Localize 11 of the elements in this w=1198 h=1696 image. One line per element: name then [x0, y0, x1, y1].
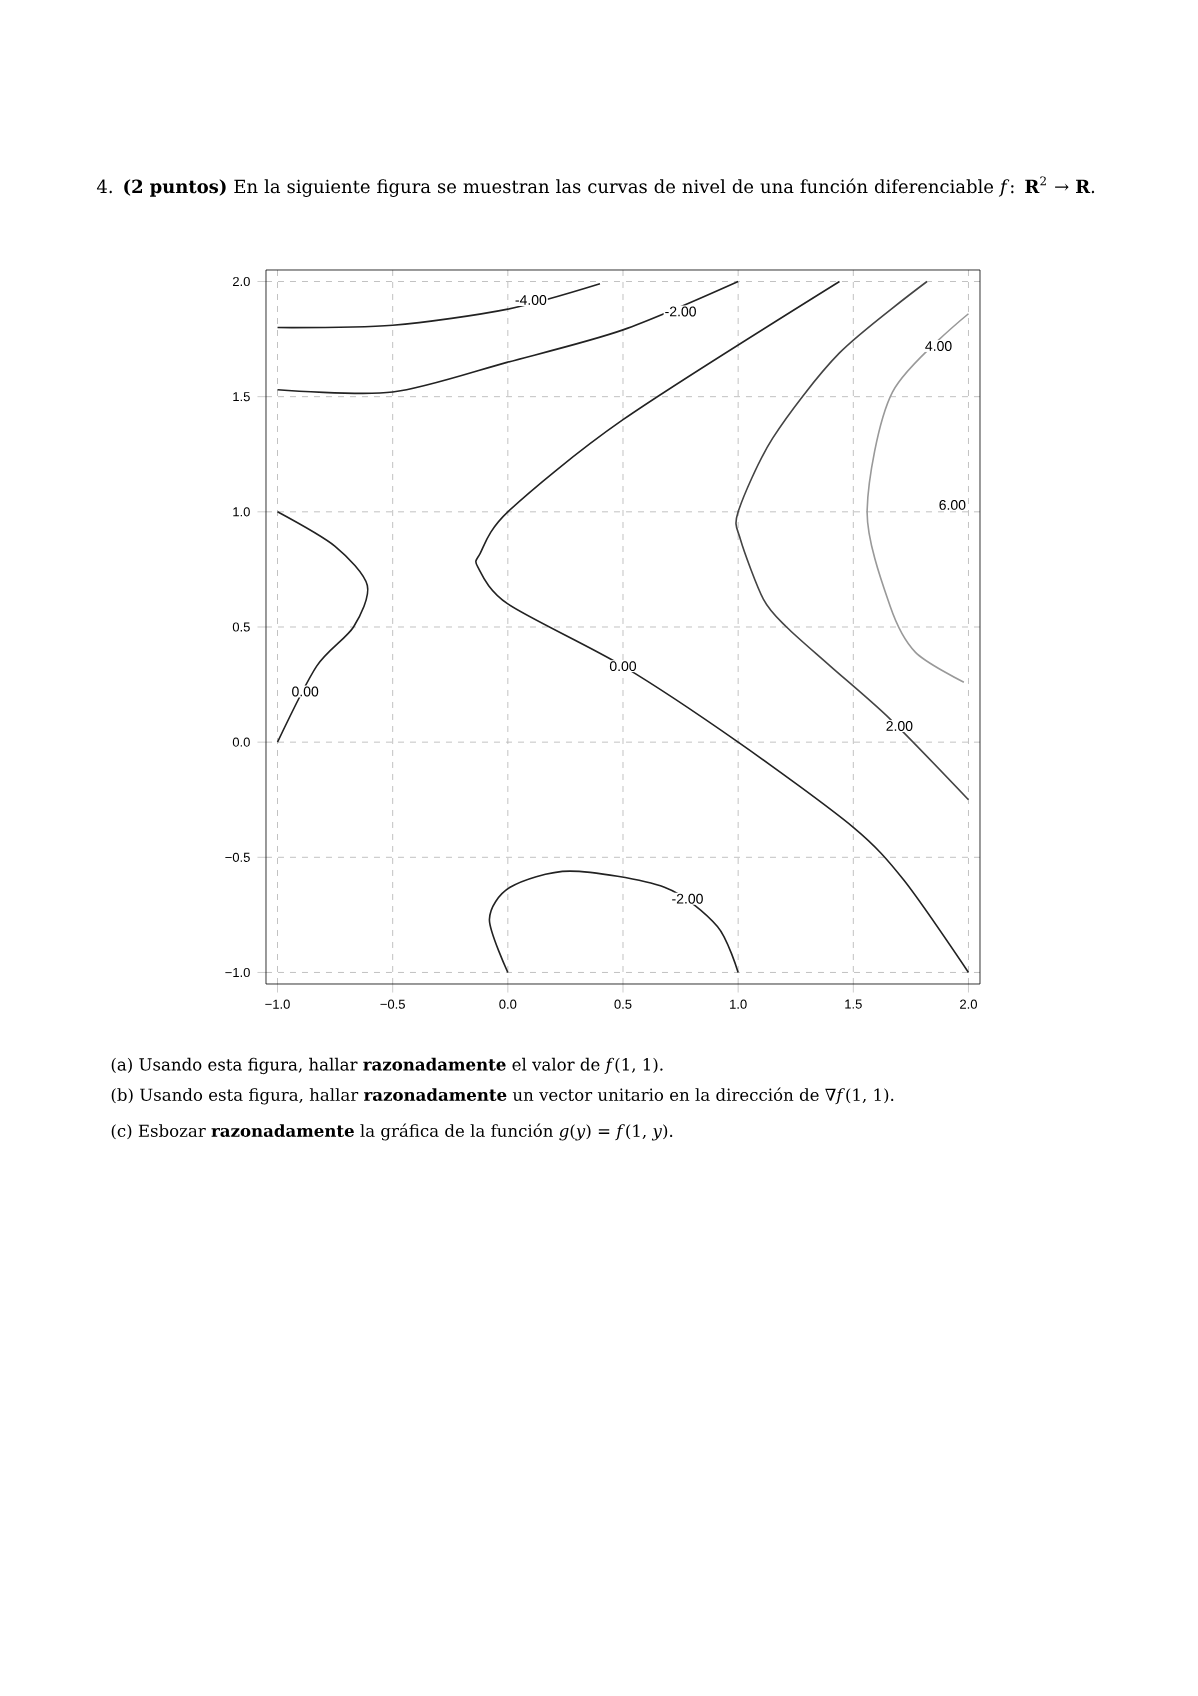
line-series	[276, 280, 739, 395]
line-series	[488, 870, 739, 974]
line-series	[276, 283, 601, 329]
chart-title: 4. (2 puntos) En la siguiente figura se muestran las curvas de nivel de una función diferenciable f: R$^{2}$ → R.	[96, 176, 1095, 197]
text: (c) Esbozar razonadamente la gráfica de la función g(y) = f(1, y).	[111, 1123, 673, 1141]
line-series	[735, 280, 970, 801]
line-series	[866, 312, 970, 684]
line-series	[477, 280, 970, 974]
text: (b) Usando esta figura, hallar razonadamente un vector unitario en la dirección de ∇f(1, 1).	[111, 1087, 894, 1105]
text: (a) Usando esta figura, hallar razonadamente el valor de f(1, 1).	[111, 1057, 663, 1075]
line-series	[276, 511, 369, 743]
